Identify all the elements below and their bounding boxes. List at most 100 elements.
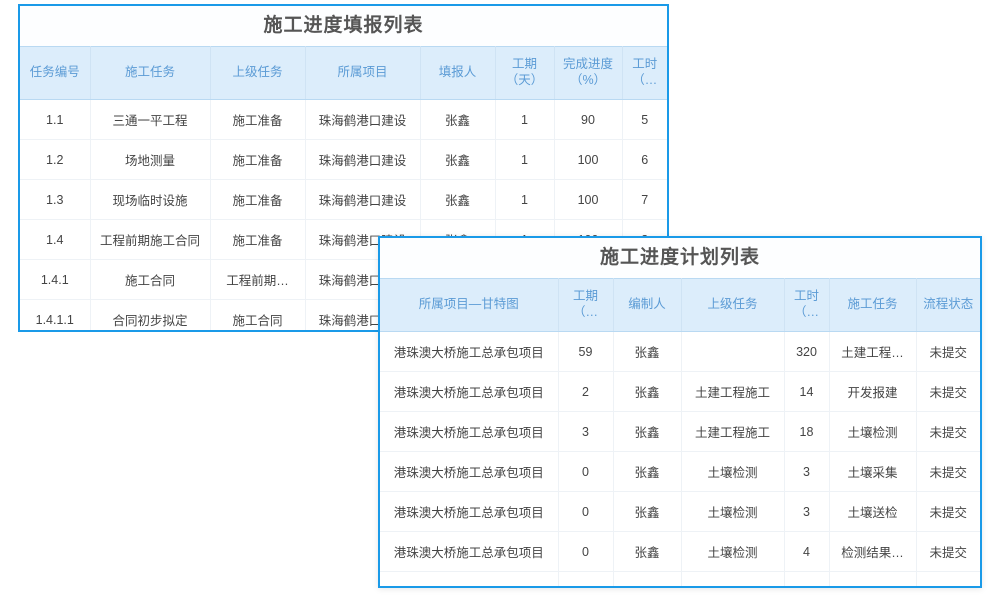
status-badge[interactable]: 未提交: [916, 371, 980, 412]
table-row[interactable]: 港珠澳大桥施工总承包项目 0 张鑫 土壤检测 4 检测结果… 未提交: [380, 531, 980, 572]
cell-task: 三通一平工程: [90, 99, 211, 140]
cell-task: 工程前期施工合同: [90, 219, 211, 260]
column-header-task[interactable]: 施工任务: [90, 46, 211, 100]
table-row[interactable]: 1.2 场地测量 施工准备 珠海鹤港口建设 张鑫 1 100 6: [20, 139, 667, 180]
cell-progress: 100: [554, 179, 623, 220]
cell-task: 场地测量: [90, 139, 211, 180]
cell-duration: 0: [558, 531, 614, 572]
plan-list-table-body: 港珠澳大桥施工总承包项目 59 张鑫 320 土建工程… 未提交 港珠澳大桥施工…: [380, 331, 980, 586]
cell-project-link[interactable]: 珠海鹤港口建设: [305, 99, 421, 140]
cell-hours: 19: [784, 571, 830, 586]
cell-project-link[interactable]: 港珠澳大桥施工总承包项目: [380, 451, 559, 492]
table-row[interactable]: 港珠澳大桥施工总承包项目 59 张鑫 320 土建工程… 未提交: [380, 331, 980, 372]
cell-hours: 4: [784, 531, 830, 572]
column-header-status[interactable]: 流程状态: [916, 278, 980, 332]
cell-project-link[interactable]: 港珠澳大桥施工总承包项目: [380, 531, 559, 572]
table-header-row: 所属项目—甘特图 工期 （… 编制人 上级任务 工时 （… 施工任务 流程状态: [380, 278, 980, 332]
table-row[interactable]: 港珠澳大桥施工总承包项目 3 张鑫 土建工程施工 19 施工图交底 未提交: [380, 571, 980, 586]
column-header-duration[interactable]: 工期 （天）: [495, 46, 555, 100]
cell-task: 土建工程…: [829, 331, 917, 372]
cell-hours: 320: [784, 331, 830, 372]
table-row[interactable]: 港珠澳大桥施工总承包项目 3 张鑫 土建工程施工 18 土壤检测 未提交: [380, 411, 980, 452]
cell-progress: 90: [554, 99, 623, 140]
table-row[interactable]: 1.3 现场临时设施 施工准备 珠海鹤港口建设 张鑫 1 100 7: [20, 179, 667, 220]
cell-duration: 1: [495, 99, 555, 140]
cell-parent-task: 施工合同: [210, 299, 306, 330]
plan-list-table: 所属项目—甘特图 工期 （… 编制人 上级任务 工时 （… 施工任务 流程状态 港珠…: [380, 278, 980, 586]
status-badge[interactable]: 未提交: [916, 531, 980, 572]
status-badge[interactable]: 未提交: [916, 331, 980, 372]
column-header-project[interactable]: 所属项目: [305, 46, 421, 100]
table-row[interactable]: 港珠澳大桥施工总承包项目 2 张鑫 土建工程施工 14 开发报建 未提交: [380, 371, 980, 412]
cell-hours: 18: [784, 411, 830, 452]
cell-parent-task: 土建工程施工: [681, 571, 785, 586]
plan-list-panel: 施工进度计划列表 所属项目—甘特图 工期 （… 编制人 上级任务 工时 （… 施工任…: [378, 236, 982, 588]
cell-project-link[interactable]: 港珠澳大桥施工总承包项目: [380, 411, 559, 452]
column-header-progress[interactable]: 完成进度 （%）: [554, 46, 623, 100]
status-badge[interactable]: 未提交: [916, 411, 980, 452]
cell-project-link[interactable]: 珠海鹤港口建设: [305, 139, 421, 180]
column-header-duration[interactable]: 工期 （…: [558, 278, 614, 332]
cell-hours: 3: [784, 491, 830, 532]
cell-project-link[interactable]: 港珠澳大桥施工总承包项目: [380, 371, 559, 412]
cell-parent-task: 工程前期…: [210, 259, 306, 300]
cell-task-no: 1.3: [20, 179, 91, 220]
cell-author: 张鑫: [613, 371, 682, 412]
cell-task-no: 1.4: [20, 219, 91, 260]
cell-duration: 3: [558, 411, 614, 452]
cell-duration: 0: [558, 451, 614, 492]
cell-project-link[interactable]: 珠海鹤港口建设: [305, 179, 421, 220]
cell-author: 张鑫: [613, 491, 682, 532]
column-header-hours[interactable]: 工时 （…: [622, 46, 667, 100]
table-row[interactable]: 港珠澳大桥施工总承包项目 0 张鑫 土壤检测 3 土壤送检 未提交: [380, 491, 980, 532]
cell-duration: 1: [495, 179, 555, 220]
table-header-row: 任务编号 施工任务 上级任务 所属项目 填报人 工期 （天） 完成进度 （%） 工时…: [20, 46, 667, 100]
column-header-project-gantt[interactable]: 所属项目—甘特图: [380, 278, 559, 332]
cell-task: 检测结果…: [829, 531, 917, 572]
cell-parent-task: 土建工程施工: [681, 411, 785, 452]
cell-task: 合同初步拟定: [90, 299, 211, 330]
cell-task-no: 1.2: [20, 139, 91, 180]
column-header-task-no[interactable]: 任务编号: [20, 46, 91, 100]
status-badge[interactable]: 未提交: [916, 491, 980, 532]
cell-author: 张鑫: [613, 411, 682, 452]
cell-duration: 1: [495, 139, 555, 180]
cell-project-link[interactable]: 港珠澳大桥施工总承包项目: [380, 491, 559, 532]
cell-task: 现场临时设施: [90, 179, 211, 220]
cell-hours: 14: [784, 371, 830, 412]
cell-parent-task: 施工准备: [210, 179, 306, 220]
column-header-reporter[interactable]: 填报人: [420, 46, 496, 100]
cell-parent-task: 土壤检测: [681, 531, 785, 572]
column-header-author[interactable]: 编制人: [613, 278, 682, 332]
cell-task-no: 1.1: [20, 99, 91, 140]
plan-list-title: 施工进度计划列表: [380, 238, 980, 278]
cell-duration: 3: [558, 571, 614, 586]
status-badge[interactable]: 未提交: [916, 451, 980, 492]
cell-parent-task: 施工准备: [210, 99, 306, 140]
column-header-parent-task[interactable]: 上级任务: [210, 46, 306, 100]
table-row[interactable]: 港珠澳大桥施工总承包项目 0 张鑫 土壤检测 3 土壤采集 未提交: [380, 451, 980, 492]
cell-author: 张鑫: [613, 531, 682, 572]
cell-progress: 100: [554, 139, 623, 180]
cell-project-link[interactable]: 港珠澳大桥施工总承包项目: [380, 331, 559, 372]
cell-reporter: 张鑫: [420, 139, 496, 180]
cell-hours: 3: [784, 451, 830, 492]
cell-task-no: 1.4.1: [20, 259, 91, 300]
fill-report-title: 施工进度填报列表: [20, 6, 667, 46]
cell-author: 张鑫: [613, 331, 682, 372]
cell-hours: 6: [622, 139, 667, 180]
cell-task: 土壤采集: [829, 451, 917, 492]
column-header-task[interactable]: 施工任务: [829, 278, 917, 332]
cell-duration: 0: [558, 491, 614, 532]
column-header-hours[interactable]: 工时 （…: [784, 278, 830, 332]
cell-parent-task: 施工准备: [210, 139, 306, 180]
column-header-parent-task[interactable]: 上级任务: [681, 278, 785, 332]
cell-task: 开发报建: [829, 371, 917, 412]
cell-project-link[interactable]: 港珠澳大桥施工总承包项目: [380, 571, 559, 586]
status-badge[interactable]: 未提交: [916, 571, 980, 586]
cell-reporter: 张鑫: [420, 99, 496, 140]
cell-parent-task: 土壤检测: [681, 491, 785, 532]
plan-list-table-head: 所属项目—甘特图 工期 （… 编制人 上级任务 工时 （… 施工任务 流程状态: [380, 278, 980, 332]
table-row[interactable]: 1.1 三通一平工程 施工准备 珠海鹤港口建设 张鑫 1 90 5: [20, 99, 667, 140]
cell-parent-task: 施工准备: [210, 219, 306, 260]
